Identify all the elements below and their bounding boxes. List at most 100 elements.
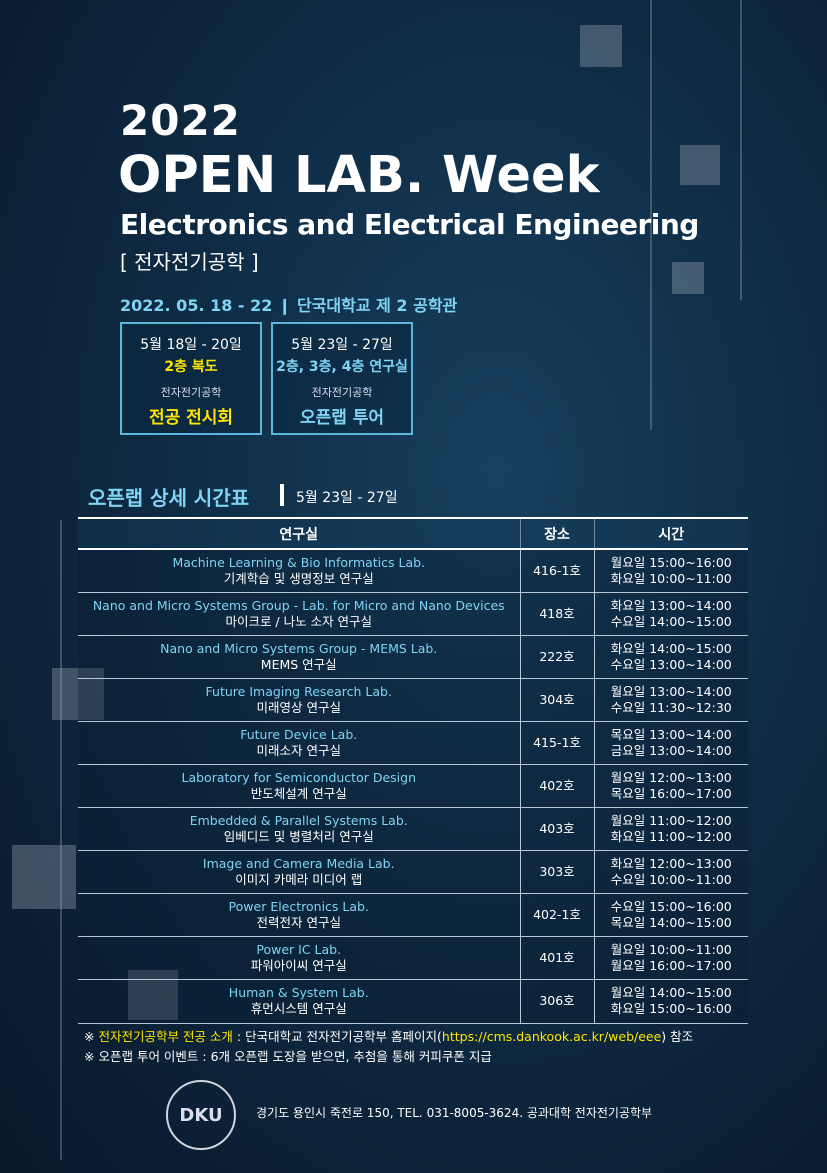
circuit-line (650, 0, 652, 430)
time-cell: 월요일 14:00~15:00 화요일 15:00~16:00 (593, 979, 748, 1024)
col-room: 장소 (519, 517, 594, 550)
time-slot: 월요일 15:00~16:00 (610, 554, 732, 570)
time-cell: 월요일 10:00~11:00 월요일 16:00~17:00 (593, 936, 748, 981)
box-dates: 5월 18일 - 20일 (140, 337, 242, 353)
table-row: Future Imaging Research Lab. 미래영상 연구실 304… (78, 678, 748, 722)
table-row: Laboratory for Semiconductor Design 반도체설계… (78, 764, 748, 809)
time-slot: 월요일 14:00~15:00 (610, 985, 732, 1001)
time-slot: 화요일 15:00~16:00 (610, 1001, 732, 1017)
time-slot: 화요일 14:00~15:00 (610, 640, 732, 656)
time-slot: 화요일 13:00~14:00 (610, 597, 732, 613)
lab-name-ko: 휴먼시스템 연구실 (250, 1001, 347, 1017)
room-cell: 418호 (519, 592, 594, 636)
lab-name-en: Machine Learning & Bio Informatics Lab. (172, 554, 426, 570)
time-slot: 월요일 13:00~14:00 (610, 683, 732, 699)
lab-cell: Future Imaging Research Lab. 미래영상 연구실 (78, 678, 520, 722)
room-cell: 222호 (519, 635, 594, 679)
time-cell: 화요일 13:00~14:00 수요일 14:00~15:00 (593, 592, 748, 636)
lab-name-ko: 이미지 카메라 미디어 랩 (235, 872, 363, 888)
note-text: : 단국대학교 전자전기공학부 홈페이지( (232, 1029, 442, 1044)
note-mark: ※ (84, 1049, 95, 1064)
lab-cell: Embedded & Parallel Systems Lab. 임베디드 및 병… (78, 807, 520, 852)
lab-name-ko: 미래소자 연구실 (256, 742, 341, 758)
time-cell: 월요일 11:00~12:00 화요일 11:00~12:00 (593, 807, 748, 852)
homepage-link[interactable]: https://cms.dankook.ac.kr/web/eee (441, 1029, 662, 1044)
time-slot: 화요일 12:00~13:00 (610, 856, 732, 872)
footer-address: 경기도 용인시 죽전로 150, TEL. 031-8005-3624. 공과대… (256, 1106, 653, 1120)
time-cell: 목요일 13:00~14:00 금요일 13:00~14:00 (593, 721, 748, 765)
poster-subtitle: Electronics and Electrical Engineering (120, 208, 699, 241)
note-text: ) 참조 (661, 1029, 694, 1044)
exhibition-box: 5월 18일 - 20일 2층 복도 전자전기공학 전공 전시회 (120, 322, 262, 435)
lab-name-en: Nano and Micro Systems Group - MEMS Lab. (160, 640, 438, 656)
time-cell: 수요일 15:00~16:00 목요일 14:00~15:00 (593, 893, 748, 938)
schedule-range: 5월 23일 - 27일 (296, 490, 398, 506)
schedule-table: 연구실 장소 시간 Machine Learning & Bio Informa… (78, 517, 748, 1024)
box-dept: 전자전기공학 (311, 386, 373, 399)
time-slot: 화요일 10:00~11:00 (610, 570, 732, 586)
box-event: 오픈랩 투어 (299, 408, 385, 428)
lab-name-en: Power IC Lab. (256, 942, 342, 958)
time-slot: 화요일 11:00~12:00 (610, 829, 732, 845)
divider (280, 484, 284, 506)
circuit-line (60, 520, 62, 1160)
lab-name-ko: 반도체설계 연구실 (250, 786, 347, 802)
lab-name-en: Power Electronics Lab. (228, 899, 369, 915)
lab-name-en: Embedded & Parallel Systems Lab. (189, 813, 408, 829)
time-slot: 수요일 14:00~15:00 (610, 613, 732, 629)
lab-name-en: Image and Camera Media Lab. (202, 856, 395, 872)
time-cell: 월요일 15:00~16:00 화요일 10:00~11:00 (593, 549, 748, 593)
decor-square (672, 262, 704, 294)
lab-cell: Image and Camera Media Lab. 이미지 카메라 미디어 랩 (78, 850, 520, 895)
room-cell: 304호 (519, 678, 594, 722)
decor-square (680, 145, 720, 185)
time-cell: 월요일 13:00~14:00 수요일 11:30~12:30 (593, 678, 748, 722)
decor-square (580, 25, 622, 67)
event-dateline: 2022. 05. 18 - 22 ❙ 단국대학교 제 2 공학관 (120, 296, 458, 315)
table-row: Future Device Lab. 미래소자 연구실 415-1호 목요일 13… (78, 721, 748, 765)
note-major: ※ 전자전기공학부 전공 소개 : 단국대학교 전자전기공학부 홈페이지(htt… (84, 1027, 693, 1047)
notes: ※ 전자전기공학부 전공 소개 : 단국대학교 전자전기공학부 홈페이지(htt… (84, 1027, 693, 1067)
room-cell: 401호 (519, 936, 594, 981)
time-cell: 화요일 12:00~13:00 수요일 10:00~11:00 (593, 850, 748, 895)
room-cell: 402호 (519, 764, 594, 809)
note-event: ※ 오픈랩 투어 이벤트 : 6개 오픈랩 도장을 받으면, 추첨을 통해 커피… (84, 1047, 693, 1067)
room-cell: 306호 (519, 979, 594, 1024)
table-row: Nano and Micro Systems Group - MEMS Lab.… (78, 635, 748, 679)
room-cell: 303호 (519, 850, 594, 895)
circuit-line (740, 0, 742, 300)
time-slot: 월요일 12:00~13:00 (610, 770, 732, 786)
poster-korean-subtitle: [ 전자전기공학 ] (120, 250, 259, 274)
col-time: 시간 (593, 517, 748, 550)
room-cell: 402-1호 (519, 893, 594, 938)
lab-name-en: Nano and Micro Systems Group - Lab. for … (92, 597, 505, 613)
schedule-title: 오픈랩 상세 시간표 (88, 486, 250, 510)
box-place: 2층, 3층, 4층 연구실 (276, 359, 408, 375)
note-text: 오픈랩 투어 이벤트 : 6개 오픈랩 도장을 받으면, 추첨을 통해 커피쿠폰… (98, 1049, 492, 1064)
lab-cell: Power Electronics Lab. 전력전자 연구실 (78, 893, 520, 938)
lab-cell: Laboratory for Semiconductor Design 반도체설계… (78, 764, 520, 809)
room-cell: 403호 (519, 807, 594, 852)
time-slot: 월요일 11:00~12:00 (610, 813, 732, 829)
time-slot: 수요일 10:00~11:00 (610, 872, 732, 888)
box-event: 전공 전시회 (148, 408, 234, 428)
poster-year: 2022 (120, 96, 241, 145)
lab-name-ko: 파워아이씨 연구실 (250, 958, 347, 974)
tour-box: 5월 23일 - 27일 2층, 3층, 4층 연구실 전자전기공학 오픈랩 투… (271, 322, 413, 435)
lab-cell: Future Device Lab. 미래소자 연구실 (78, 721, 520, 765)
time-cell: 화요일 14:00~15:00 수요일 13:00~14:00 (593, 635, 748, 679)
box-dept: 전자전기공학 (160, 386, 222, 399)
note-mark: ※ (84, 1029, 95, 1044)
lab-name-en: Human & System Lab. (228, 985, 369, 1001)
col-lab: 연구실 (78, 517, 520, 550)
note-highlight: 전자전기공학부 전공 소개 (98, 1029, 233, 1044)
box-dates: 5월 23일 - 27일 (291, 337, 393, 353)
table-row: Human & System Lab. 휴먼시스템 연구실 306호 월요일 14… (78, 979, 748, 1024)
lab-cell: Machine Learning & Bio Informatics Lab. 기… (78, 549, 520, 593)
lab-name-en: Future Imaging Research Lab. (205, 683, 392, 699)
table-row: Embedded & Parallel Systems Lab. 임베디드 및 병… (78, 807, 748, 852)
table-row: Nano and Micro Systems Group - Lab. for … (78, 592, 748, 636)
lab-name-en: Future Device Lab. (240, 726, 358, 742)
time-slot: 목요일 13:00~14:00 (610, 726, 732, 742)
lab-name-ko: 기계학습 및 생명정보 연구실 (223, 570, 374, 586)
